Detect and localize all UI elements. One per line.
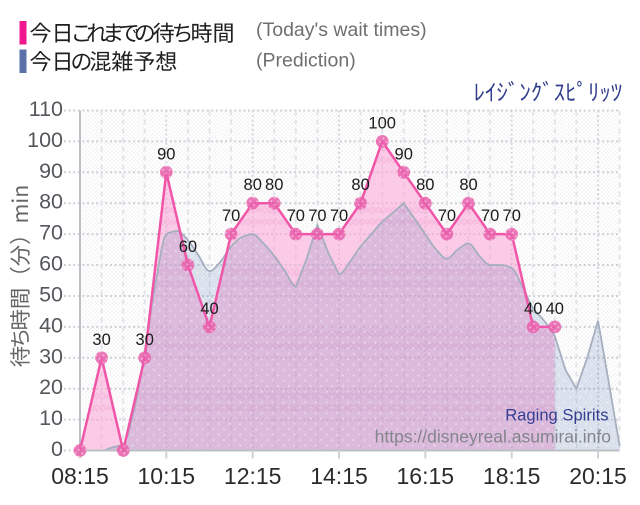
svg-text:https://disneyreal.asumirai.in: https://disneyreal.asumirai.info bbox=[375, 426, 611, 446]
svg-text:40: 40 bbox=[200, 300, 218, 318]
svg-text:80: 80 bbox=[244, 176, 262, 194]
svg-text:80: 80 bbox=[416, 176, 434, 194]
svg-text:30: 30 bbox=[39, 344, 63, 368]
svg-text:16:15: 16:15 bbox=[397, 463, 455, 489]
svg-text:90: 90 bbox=[395, 145, 413, 163]
svg-text:40: 40 bbox=[39, 313, 63, 337]
svg-text:40: 40 bbox=[524, 300, 542, 318]
svg-text:60: 60 bbox=[39, 252, 63, 276]
svg-text:70: 70 bbox=[481, 207, 499, 225]
svg-text:70: 70 bbox=[308, 207, 326, 225]
svg-text:70: 70 bbox=[503, 207, 521, 225]
svg-text:Raging Spirits: Raging Spirits bbox=[505, 406, 608, 425]
svg-text:(Prediction): (Prediction) bbox=[256, 50, 356, 72]
svg-text:70: 70 bbox=[287, 207, 305, 225]
svg-text:80: 80 bbox=[459, 176, 477, 194]
svg-text:50: 50 bbox=[39, 283, 63, 307]
svg-text:70: 70 bbox=[438, 207, 456, 225]
svg-text:30: 30 bbox=[136, 331, 154, 349]
svg-text:80: 80 bbox=[351, 176, 369, 194]
svg-text:20: 20 bbox=[39, 375, 63, 399]
svg-text:80: 80 bbox=[39, 190, 63, 214]
svg-text:90: 90 bbox=[39, 159, 63, 183]
svg-text:60: 60 bbox=[179, 238, 197, 256]
svg-text:70: 70 bbox=[39, 221, 63, 245]
svg-text:08:15: 08:15 bbox=[51, 463, 109, 489]
svg-text:80: 80 bbox=[265, 176, 283, 194]
svg-text:(Today's wait times): (Today's wait times) bbox=[256, 19, 427, 41]
svg-text:12:15: 12:15 bbox=[224, 463, 282, 489]
svg-text:0: 0 bbox=[51, 437, 63, 461]
svg-text:70: 70 bbox=[330, 207, 348, 225]
svg-text:100: 100 bbox=[368, 114, 396, 132]
svg-text:100: 100 bbox=[27, 128, 63, 152]
svg-text:14:15: 14:15 bbox=[310, 463, 368, 489]
svg-text:20:15: 20:15 bbox=[569, 463, 627, 489]
svg-text:40: 40 bbox=[546, 300, 564, 318]
svg-text:30: 30 bbox=[92, 331, 110, 349]
svg-text:18:15: 18:15 bbox=[483, 463, 541, 489]
svg-text:90: 90 bbox=[157, 145, 175, 163]
svg-text:70: 70 bbox=[222, 207, 240, 225]
svg-text:10:15: 10:15 bbox=[138, 463, 196, 489]
svg-text:10: 10 bbox=[39, 406, 63, 430]
svg-text:110: 110 bbox=[29, 97, 63, 121]
